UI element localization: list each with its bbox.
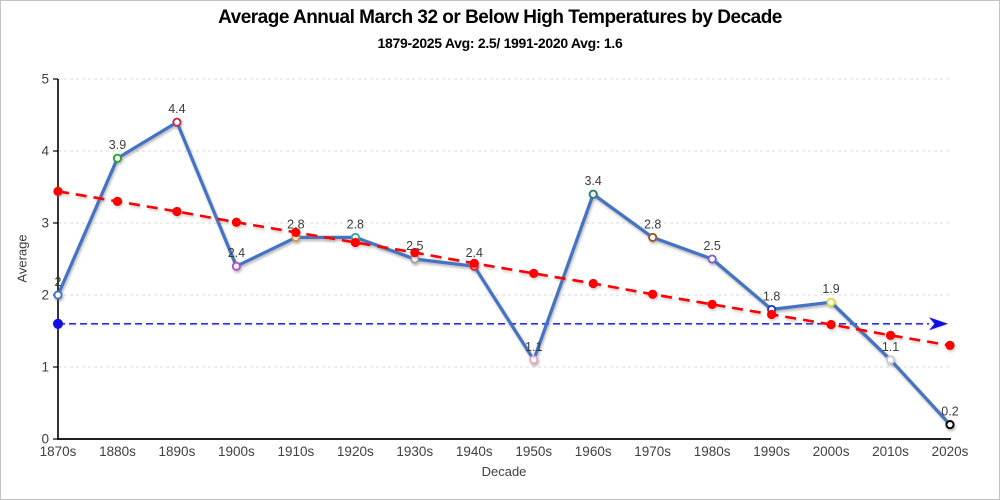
data-label: 2.4 bbox=[466, 246, 483, 260]
data-point-marker bbox=[231, 261, 241, 271]
reference-start-dot bbox=[53, 318, 63, 329]
data-point-marker bbox=[588, 189, 598, 199]
y-tick-label: 4 bbox=[41, 144, 49, 159]
data-label: 2 bbox=[55, 275, 62, 289]
data-point-marker bbox=[885, 355, 896, 365]
data-label: 2.5 bbox=[703, 239, 720, 253]
x-tick-label: 2010s bbox=[872, 444, 909, 459]
trend-point-marker bbox=[588, 278, 598, 289]
data-label: 3.9 bbox=[109, 138, 126, 152]
reference-line-1991-2020 bbox=[53, 317, 948, 331]
series-line bbox=[56, 120, 952, 427]
data-label: 3.4 bbox=[585, 174, 602, 188]
data-label: 1.8 bbox=[763, 289, 780, 303]
y-tick-label: 3 bbox=[41, 216, 49, 231]
x-tick-label: 1990s bbox=[753, 444, 790, 459]
series-trend bbox=[53, 186, 955, 350]
trend-point-marker bbox=[410, 247, 420, 258]
y-tick-label: 2 bbox=[41, 288, 49, 303]
trend-line bbox=[57, 190, 951, 347]
x-tick-label: 1920s bbox=[337, 444, 374, 459]
data-label: 2.8 bbox=[347, 217, 364, 231]
x-axis-title: Decade bbox=[481, 464, 527, 479]
data-label: 1.1 bbox=[525, 340, 542, 354]
trend-point-marker bbox=[945, 340, 955, 350]
x-tick-label: 1960s bbox=[575, 444, 612, 459]
data-label: 1.9 bbox=[822, 282, 839, 296]
x-tick-label: 1980s bbox=[694, 444, 731, 459]
x-tick-label: 1900s bbox=[218, 444, 255, 459]
data-label: 0.2 bbox=[941, 405, 958, 419]
y-tick-label: 5 bbox=[41, 72, 49, 87]
series-decade-average bbox=[53, 117, 955, 430]
trend-point-marker bbox=[469, 258, 479, 268]
x-tick-label: 1930s bbox=[396, 444, 433, 459]
data-point-marker bbox=[172, 117, 182, 127]
x-tick-label: 1880s bbox=[99, 444, 136, 459]
x-tick-labels: 1870s 1880s 1890s 1900s 1910s 1920s 1930s 1940s… bbox=[40, 444, 969, 459]
trend-point-marker bbox=[350, 237, 360, 248]
data-label: 4.4 bbox=[168, 102, 185, 116]
data-point-marker bbox=[112, 153, 123, 163]
trend-point-marker bbox=[885, 330, 896, 340]
trend-point-marker bbox=[707, 299, 717, 309]
chart-subtitle: 1879-2025 Avg: 2.5/ 1991-2020 Avg: 1.6 bbox=[377, 35, 623, 51]
x-tick-label: 1910s bbox=[277, 444, 314, 459]
data-label: 2.8 bbox=[287, 217, 304, 231]
data-label: 2.8 bbox=[644, 217, 661, 231]
x-tick-label: 1970s bbox=[634, 444, 671, 459]
gridlines bbox=[58, 78, 950, 368]
data-point-marker bbox=[707, 254, 717, 264]
x-tick-label: 1870s bbox=[40, 444, 77, 459]
x-tick-label: 1950s bbox=[515, 444, 552, 459]
trend-point-marker bbox=[172, 206, 182, 217]
reference-arrow-icon bbox=[929, 317, 948, 331]
x-tick-label: 2000s bbox=[813, 444, 850, 459]
y-tick-labels: 0 1 2 3 4 5 bbox=[41, 72, 49, 447]
data-point-marker bbox=[529, 355, 539, 365]
data-label: 1.1 bbox=[882, 340, 899, 354]
data-point-marker bbox=[945, 420, 955, 430]
y-tick-label: 0 bbox=[41, 432, 49, 447]
trend-point-marker bbox=[53, 186, 63, 196]
trend-point-marker bbox=[767, 309, 777, 320]
x-tick-label: 1890s bbox=[159, 444, 196, 459]
data-label: 2.5 bbox=[406, 239, 423, 253]
data-point-marker bbox=[826, 297, 836, 307]
trend-point-marker bbox=[112, 196, 123, 206]
trend-point-marker bbox=[231, 217, 241, 227]
chart-title: Average Annual March 32 or Below High Te… bbox=[218, 7, 782, 28]
trend-point-marker bbox=[648, 289, 658, 299]
data-point-marker bbox=[53, 290, 63, 300]
data-point-marker bbox=[648, 232, 658, 242]
x-tick-label: 1940s bbox=[456, 444, 493, 459]
data-labels: 2 3.9 4.4 2.4 2.8 2.8 2.5 2.4 1.1 3.4 2.8 2.5 1.8 1.9… bbox=[55, 102, 959, 418]
axes bbox=[53, 78, 951, 440]
x-tick-label: 2020s bbox=[932, 444, 969, 459]
trend-point-marker bbox=[826, 319, 836, 330]
data-label: 2.4 bbox=[228, 246, 245, 260]
trend-point-marker bbox=[291, 227, 301, 237]
y-tick-label: 1 bbox=[41, 360, 49, 375]
trend-point-marker bbox=[529, 268, 539, 278]
